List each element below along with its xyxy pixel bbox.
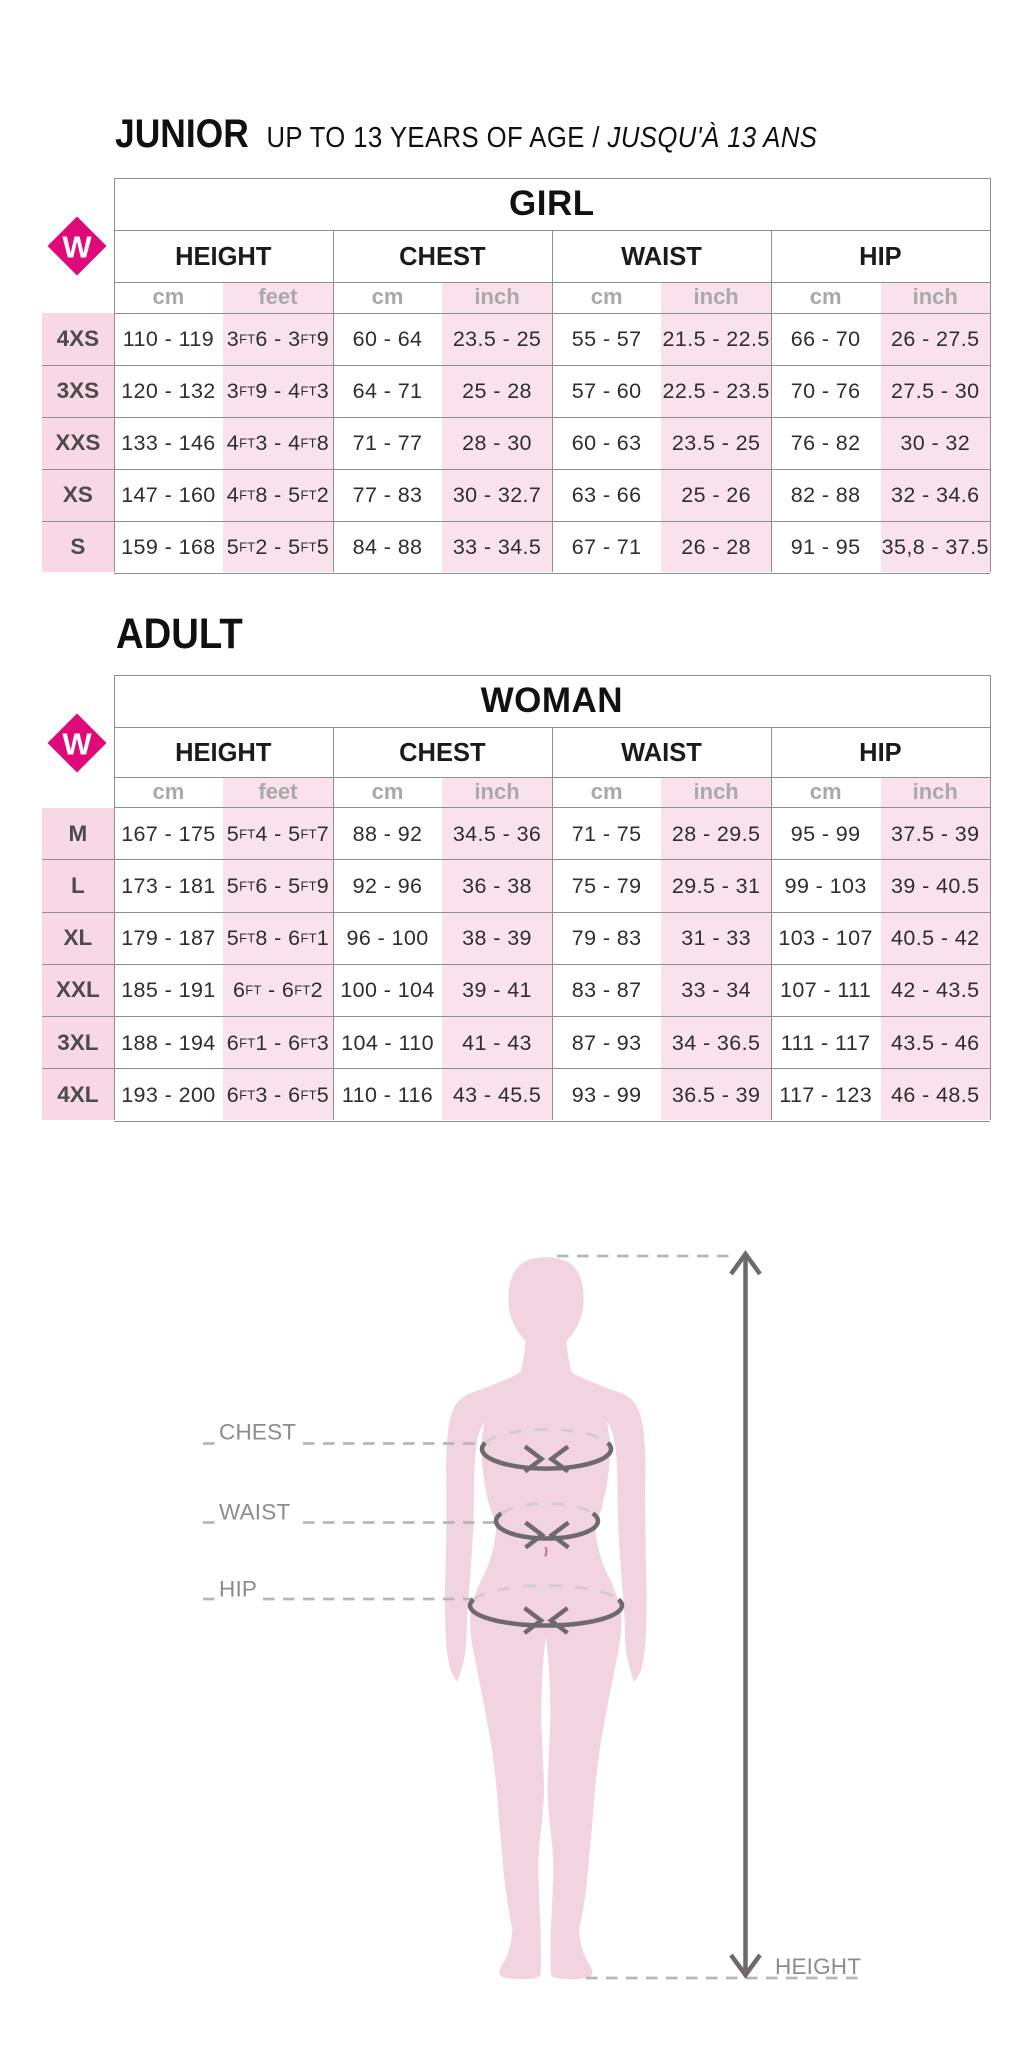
svg-text:WAIST: WAIST xyxy=(219,1500,290,1525)
svg-text:CHEST: CHEST xyxy=(219,1420,296,1445)
svg-text:HEIGHT: HEIGHT xyxy=(775,1954,861,1979)
svg-text:HIP: HIP xyxy=(219,1577,257,1602)
svg-text:W: W xyxy=(63,726,93,761)
svg-text:W: W xyxy=(63,230,93,265)
